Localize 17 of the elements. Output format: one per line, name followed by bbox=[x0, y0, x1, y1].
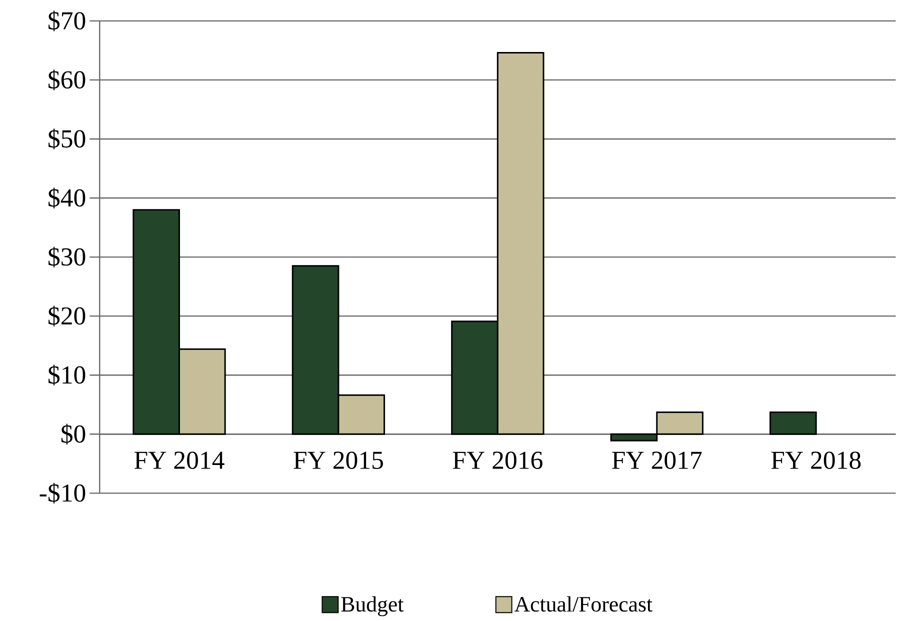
legend-label: Budget bbox=[341, 596, 404, 616]
y-tick-label: $70 bbox=[48, 10, 86, 32]
x-tick-label: FY 2018 bbox=[771, 452, 861, 470]
y-tick-label: $60 bbox=[48, 70, 86, 90]
y-tick-label: $20 bbox=[48, 306, 86, 327]
x-tick-label: FY 2016 bbox=[452, 452, 542, 470]
y-tick-label: $50 bbox=[48, 128, 86, 150]
y-tick-label: $30 bbox=[48, 246, 86, 268]
bar bbox=[770, 412, 817, 436]
x-tick-label: FY 2014 bbox=[134, 452, 224, 470]
legend-label: Actual/Forecast bbox=[514, 596, 652, 612]
y-tick-label: $0 bbox=[61, 424, 86, 445]
y-tick-label: $40 bbox=[48, 188, 86, 208]
x-tick-label: FY 2017 bbox=[612, 452, 702, 470]
x-tick-label: FY 2015 bbox=[294, 452, 383, 470]
y-tick-label: -$10 bbox=[40, 482, 86, 504]
y-tick-label: $10 bbox=[48, 364, 86, 386]
